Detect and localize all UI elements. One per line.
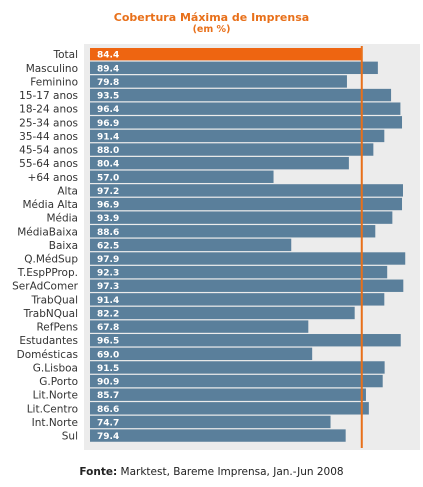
value-label: 96.9	[97, 201, 119, 211]
value-label: 88.6	[97, 228, 119, 238]
value-label: 97.3	[97, 282, 119, 292]
bar	[90, 211, 393, 224]
value-label: 89.4	[97, 64, 119, 74]
bar	[90, 156, 349, 170]
value-label: 86.6	[97, 405, 119, 415]
chart-subtitle: (em %)	[192, 24, 231, 35]
bar	[90, 320, 309, 333]
value-label: 88.0	[97, 146, 119, 156]
source-text: Marktest, Bareme Imprensa, Jan.-Jun 2008	[120, 466, 344, 478]
category-label: SerAdComer	[12, 281, 79, 293]
value-label: 80.4	[97, 160, 119, 170]
bar	[90, 88, 392, 102]
value-label: 93.9	[97, 214, 119, 224]
category-label: Total	[52, 49, 78, 61]
bar	[90, 306, 355, 320]
bar	[90, 129, 385, 143]
value-label: 93.5	[97, 92, 119, 102]
category-label: Sul	[62, 431, 78, 443]
bar	[90, 334, 401, 347]
bar	[90, 75, 347, 88]
value-label: 96.9	[97, 119, 119, 129]
bar	[90, 361, 385, 374]
bar	[90, 374, 383, 388]
category-label: Int.Norte	[32, 417, 78, 429]
source-label: Fonte:	[79, 466, 118, 478]
category-label: T.EspPProp.	[17, 267, 78, 279]
category-label: Q.MédSup	[24, 254, 78, 266]
value-label: 97.9	[97, 255, 119, 265]
value-label: 79.8	[97, 78, 119, 88]
bar	[90, 429, 346, 442]
value-label: 91.4	[97, 296, 119, 306]
category-label: G.Porto	[39, 376, 78, 388]
category-label: Média Alta	[22, 199, 78, 211]
bar	[90, 402, 369, 415]
category-label: Alta	[57, 185, 78, 197]
bar	[90, 143, 374, 156]
bar	[90, 116, 403, 129]
chart-title: Cobertura Máxima de Imprensa	[113, 11, 310, 24]
value-label: 96.4	[97, 105, 119, 115]
bar	[90, 415, 331, 429]
value-label: 84.4	[97, 51, 119, 61]
category-label: 45-54 anos	[19, 145, 78, 157]
category-label: 35-44 anos	[19, 131, 78, 143]
bar	[90, 293, 385, 306]
category-label: 55-64 anos	[19, 158, 78, 170]
bar	[90, 388, 366, 401]
bar	[90, 197, 403, 211]
value-label: 91.4	[97, 132, 119, 142]
category-label: Domésticas	[17, 349, 78, 361]
bar	[90, 252, 406, 265]
bar	[90, 279, 404, 292]
category-label: G.Lisboa	[33, 362, 78, 374]
value-label: 79.4	[97, 432, 119, 442]
category-label: MédiaBaixa	[17, 226, 78, 238]
category-label: RefPens	[36, 322, 78, 334]
bar	[90, 170, 274, 183]
category-label: 25-34 anos	[19, 117, 78, 129]
category-label: Lit.Norte	[33, 390, 78, 402]
category-label: +64 anos	[28, 172, 78, 184]
bar	[90, 61, 378, 75]
value-label: 91.5	[97, 364, 119, 374]
source-note: Fonte: Marktest, Bareme Imprensa, Jan.-J…	[0, 466, 423, 478]
category-label: TrabNQual	[23, 308, 78, 320]
bar	[90, 225, 376, 238]
category-label: Média	[46, 213, 78, 225]
category-label: 15-17 anos	[19, 90, 78, 102]
value-label: 90.9	[97, 378, 119, 388]
value-label: 67.8	[97, 323, 119, 333]
value-label: 97.2	[97, 187, 119, 197]
category-label: Baixa	[49, 240, 78, 252]
bar	[90, 102, 401, 115]
value-label: 62.5	[97, 241, 119, 251]
bar-total	[90, 48, 362, 61]
bar	[90, 184, 403, 197]
value-label: 96.5	[97, 337, 119, 347]
value-label: 74.7	[97, 418, 119, 428]
category-label: Feminino	[30, 76, 78, 88]
value-label: 57.0	[97, 173, 119, 183]
category-label: Masculino	[26, 63, 78, 75]
category-label: 18-24 anos	[19, 104, 78, 116]
value-label: 82.2	[97, 309, 119, 319]
category-label: TrabQual	[30, 294, 78, 306]
category-label: Lit.Centro	[27, 403, 78, 415]
value-label: 69.0	[97, 350, 119, 360]
category-label: Estudantes	[19, 335, 78, 347]
value-label: 92.3	[97, 269, 119, 279]
bar	[90, 347, 313, 361]
value-label: 85.7	[97, 391, 119, 401]
bar	[90, 265, 388, 279]
bar	[90, 238, 292, 252]
